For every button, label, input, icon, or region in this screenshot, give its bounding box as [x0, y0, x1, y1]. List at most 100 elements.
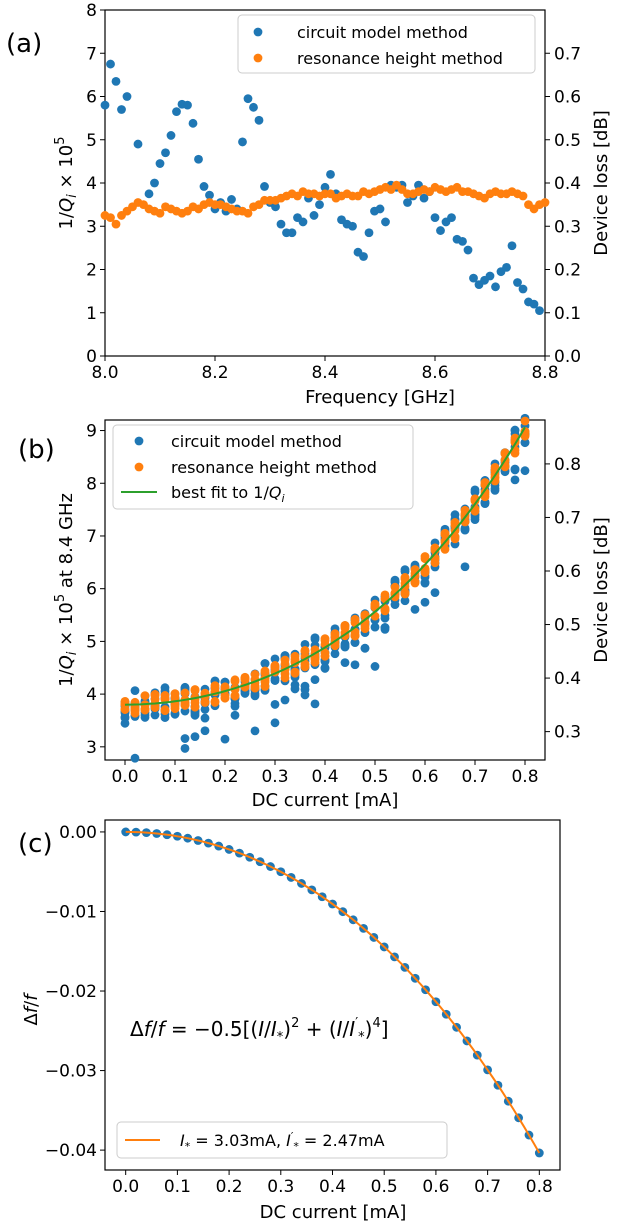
- panel-b-circuit-point: [370, 662, 380, 671]
- panel-b-resonance-point: [320, 648, 330, 658]
- panel-a-circuit-point: [111, 76, 121, 86]
- panel-a-y2tick-label: 0.6: [554, 88, 581, 108]
- panel-b-xtick-label: 0.8: [511, 767, 538, 787]
- panel-a-circuit-point: [529, 299, 539, 309]
- panel-a-resonance-point: [155, 208, 165, 218]
- panel-b-circuit-point: [270, 654, 280, 664]
- panel-a-ytick-label: 2: [86, 261, 97, 281]
- panel-a-circuit-point: [271, 202, 280, 212]
- panel-b-circuit-point: [340, 640, 350, 650]
- panel-a-circuit-point: [243, 94, 253, 104]
- panel-a-circuit-point: [238, 137, 247, 147]
- panel-b-circuit-point: [460, 562, 470, 572]
- panel-a-circuit-point: [249, 102, 258, 112]
- panel-a-circuit-point: [315, 200, 324, 210]
- panel-b-circuit-point: [300, 639, 310, 649]
- panel-b-resonance-point: [220, 693, 230, 703]
- panel-a-xtick-label: 8.8: [531, 363, 558, 383]
- panel-a-ytick-label: 5: [86, 131, 97, 151]
- panel-a-circuit-point: [326, 169, 335, 179]
- panel-a-circuit-point: [122, 92, 132, 101]
- panel-c-legend-label: I* = 3.03mA, I′* = 2.47mA: [180, 1130, 385, 1153]
- panel-a-resonance-point: [243, 208, 253, 218]
- panel-b-resonance-point: [310, 658, 320, 667]
- panel-b-circuit-point: [390, 600, 400, 610]
- panel-b-xtick-label: 0.7: [461, 767, 488, 787]
- panel-b-circuit-point: [400, 596, 410, 606]
- panel-b-circuit-point: [120, 718, 130, 728]
- panel-b-ytick-label: 3: [86, 738, 97, 758]
- panel-b-circuit-point: [220, 734, 230, 744]
- panel-b-resonance-point: [210, 698, 220, 707]
- panel-b-resonance-point: [230, 676, 240, 686]
- panel-b-circuit-point: [260, 659, 270, 668]
- panel-b-circuit-point: [270, 718, 280, 728]
- panel-b-resonance-point: [400, 573, 410, 582]
- panel-b-resonance-point: [470, 506, 480, 516]
- panel-b-circuit-point: [490, 484, 500, 494]
- panel-a-y2tick-label: 0.1: [554, 304, 581, 324]
- panel-c-ytick-label: 0.00: [59, 823, 97, 843]
- panel-b-resonance-point: [190, 698, 200, 708]
- panel-b-circuit-point: [180, 734, 190, 743]
- panel-a-circuit-point: [458, 236, 467, 246]
- panel-b-circuit-point: [270, 674, 280, 684]
- panel-a-circuit-point: [227, 195, 236, 204]
- panel-b-circuit-point: [300, 681, 310, 691]
- panel-a-y2tick-label: 0.0: [554, 347, 581, 367]
- panel-a-circuit-point: [276, 219, 286, 229]
- panel-b-resonance-point: [410, 577, 420, 587]
- panel-a-legend-resonance: resonance height method: [297, 49, 503, 68]
- panel-b-circuit-point: [310, 699, 320, 709]
- panel-a-ytick-label: 0: [86, 347, 97, 367]
- panel-b-circuit-point: [230, 701, 240, 711]
- panel-b-y2label: Device loss [dB]: [591, 517, 612, 663]
- panel-b-resonance-point: [440, 544, 450, 554]
- panel-a-legend-circuit: circuit model method: [297, 23, 468, 42]
- panel-a-circuit-point: [491, 282, 500, 292]
- panel-b-circuit-point: [130, 753, 140, 763]
- panel-c-plot-frame: [104, 819, 561, 1171]
- panel-b-circuit-point: [400, 565, 410, 575]
- panel-b-resonance-point: [170, 704, 180, 714]
- panel-c-xlabel: DC current [mA]: [260, 1202, 407, 1223]
- panel-a-circuit-point: [133, 139, 143, 149]
- panel-c-ytick-label: −0.04: [45, 1141, 97, 1161]
- panel-b-circuit-point: [200, 705, 210, 714]
- panel-a-y2tick-label: 0.4: [554, 174, 581, 194]
- panel-b-resonance-point: [190, 685, 200, 694]
- panel-b-circuit-point: [310, 634, 320, 644]
- panel-a-resonance-point: [106, 213, 115, 223]
- panel-b-legend-fit: best fit to 1/Qi: [171, 483, 285, 505]
- panel-c-xtick-label: 0.6: [422, 1177, 449, 1197]
- panel-a-circuit-point: [447, 213, 456, 223]
- panel-b-resonance-point: [350, 630, 360, 639]
- panel-b-circuit-point: [350, 660, 360, 670]
- panel-b-xtick-label: 0.6: [411, 767, 438, 787]
- panel-a-circuit-point: [359, 252, 368, 261]
- panel-b-circuit-point: [520, 437, 530, 447]
- panel-a-xlabel: Frequency [GHz]: [305, 387, 455, 408]
- panel-a-circuit-point: [320, 182, 330, 192]
- panel-a-ytick-label: 1: [86, 304, 97, 324]
- panel-b-resonance-point: [200, 697, 210, 707]
- panel-b-circuit-point: [200, 713, 210, 723]
- panel-b-resonance-point: [230, 691, 240, 700]
- panel-a-circuit-point: [513, 278, 522, 287]
- panel-b-label: (b): [18, 435, 55, 465]
- panel-b-circuit-point: [320, 664, 330, 673]
- panel-a-circuit-point: [348, 221, 357, 231]
- panel-a-xtick-label: 8.2: [201, 363, 228, 383]
- panel-b-resonance-point: [270, 663, 280, 673]
- panel-b-xtick-label: 0.2: [211, 767, 238, 787]
- panel-b-resonance-point: [420, 552, 430, 561]
- panel-a-circuit-point: [106, 59, 115, 69]
- panel-a-y2tick-label: 0.3: [554, 217, 581, 237]
- panel-b-chart: (b) DC current [mA] 1/Qi × 105 at 8.4 GH…: [18, 413, 612, 811]
- panel-a-circuit-point: [375, 204, 385, 214]
- panel-c-xtick-label: 0.0: [112, 1177, 139, 1197]
- panel-b-resonance-point: [240, 675, 250, 685]
- panel-c-legend: [116, 1121, 448, 1159]
- panel-a-circuit-point: [298, 217, 308, 227]
- panel-a-chart: (a) Frequency [GHz] 1/Qi × 105 Device lo…: [6, 1, 612, 408]
